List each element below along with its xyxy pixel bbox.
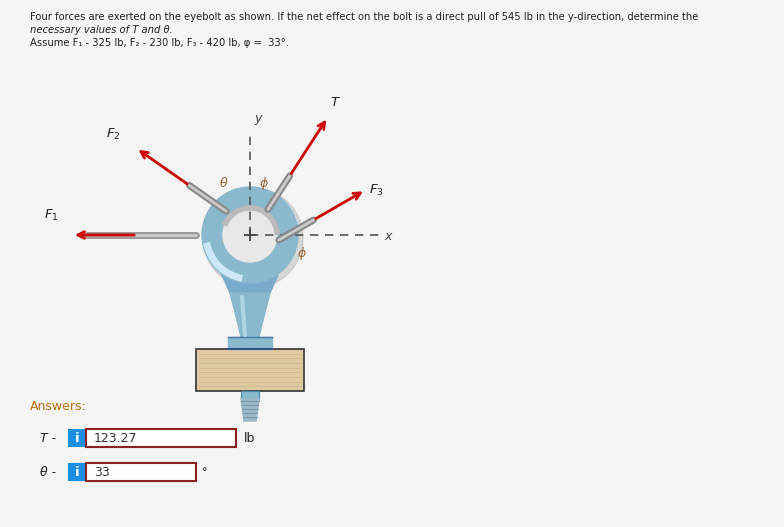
- Text: Four forces are exerted on the eyebolt as shown. If the net effect on the bolt i: Four forces are exerted on the eyebolt a…: [30, 12, 699, 22]
- Polygon shape: [237, 320, 263, 337]
- Text: i: i: [74, 465, 79, 479]
- Polygon shape: [241, 399, 259, 421]
- Text: Assume F₁ - 325 lb, F₂ - 230 lb, F₃ - 420 lb, φ =  33°.: Assume F₁ - 325 lb, F₂ - 230 lb, F₃ - 42…: [30, 38, 289, 48]
- Circle shape: [202, 187, 298, 283]
- Text: $F_2$: $F_2$: [106, 127, 120, 142]
- Text: θ -: θ -: [40, 465, 56, 479]
- Text: $\phi$: $\phi$: [259, 174, 269, 191]
- Text: $\theta$: $\theta$: [220, 176, 229, 190]
- Text: i: i: [74, 432, 79, 444]
- Polygon shape: [222, 275, 278, 293]
- Bar: [241, 391, 259, 399]
- Text: x: x: [384, 230, 391, 243]
- Text: $F_3$: $F_3$: [369, 182, 384, 198]
- Circle shape: [203, 188, 303, 288]
- FancyBboxPatch shape: [68, 463, 86, 481]
- Circle shape: [223, 208, 277, 262]
- FancyBboxPatch shape: [68, 429, 86, 447]
- Bar: [196, 349, 304, 391]
- FancyBboxPatch shape: [86, 429, 236, 447]
- Polygon shape: [228, 337, 272, 349]
- Text: $\phi$: $\phi$: [297, 245, 307, 261]
- Text: °: °: [202, 467, 208, 477]
- Text: 33: 33: [94, 465, 110, 479]
- Text: T -: T -: [40, 432, 56, 444]
- Text: lb: lb: [244, 432, 256, 444]
- Text: y: y: [254, 112, 261, 125]
- Polygon shape: [230, 293, 270, 320]
- Text: T: T: [331, 96, 339, 109]
- Text: necessary values of T and θ.: necessary values of T and θ.: [30, 25, 172, 35]
- Text: 123.27: 123.27: [94, 432, 137, 444]
- Text: Answers:: Answers:: [30, 400, 87, 413]
- FancyBboxPatch shape: [86, 463, 196, 481]
- Text: $F_1$: $F_1$: [45, 208, 59, 223]
